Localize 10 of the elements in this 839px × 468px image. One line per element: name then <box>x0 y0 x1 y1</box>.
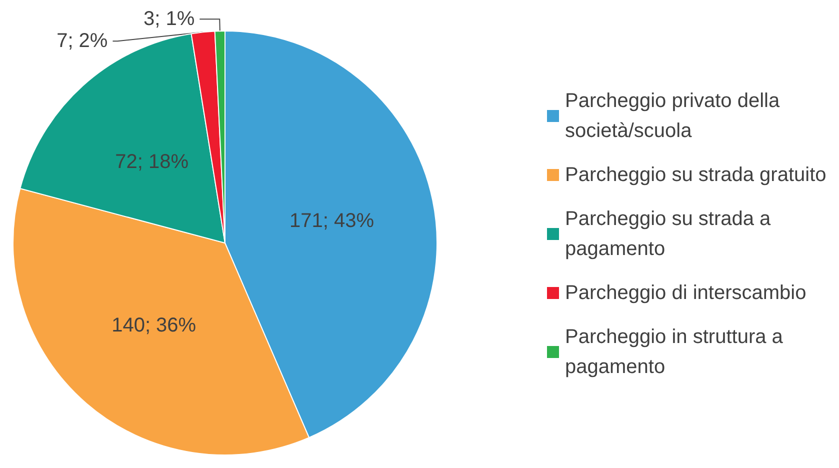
legend-label: Parcheggio di interscambio <box>565 282 806 304</box>
data-label: 3; 1% <box>143 8 195 30</box>
legend-label: Parcheggio su strada gratuito <box>565 164 826 186</box>
legend-label: Parcheggio privato della società/scuola <box>565 90 786 142</box>
data-label: 171; 43% <box>289 210 374 232</box>
data-label: 72; 18% <box>115 151 189 174</box>
legend-label: Parcheggio in struttura a pagamento <box>565 326 788 378</box>
data-label: 140; 36% <box>112 314 196 337</box>
data-label: 7; 2% <box>56 30 108 52</box>
legend-label: Parcheggio su strada a pagamento <box>565 208 776 260</box>
